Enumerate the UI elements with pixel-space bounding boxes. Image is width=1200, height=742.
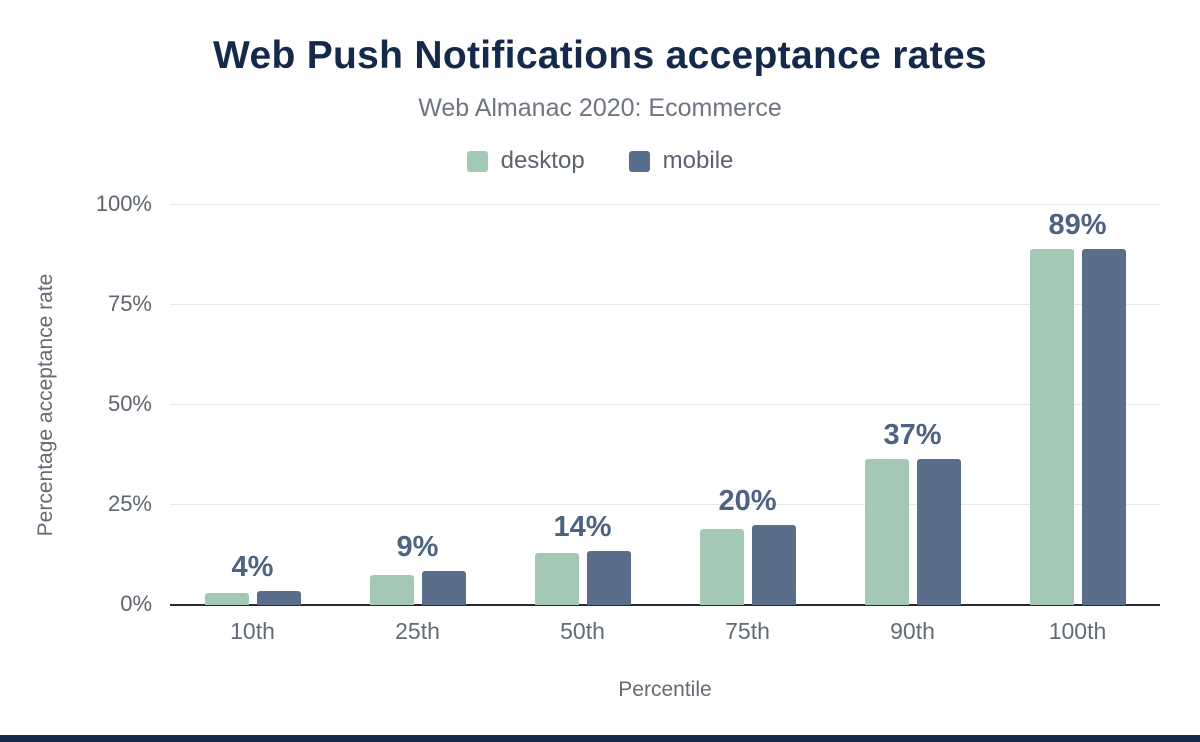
x-tick-label: 75th: [725, 618, 770, 644]
bar-pair: [369, 571, 466, 605]
x-axis-title: Percentile: [618, 678, 712, 701]
y-tick-label: 0%: [120, 591, 152, 616]
bar-desktop: [369, 575, 414, 605]
x-tick-label: 100th: [1048, 618, 1107, 644]
bar-group-10th: 4%: [170, 205, 335, 605]
legend-item-desktop[interactable]: desktop: [466, 147, 585, 175]
bar-pair: [864, 459, 961, 605]
legend-swatch-desktop: [466, 150, 488, 172]
bar-desktop: [1029, 249, 1074, 605]
y-axis-title: Percentage acceptance rate: [34, 273, 57, 537]
bar-mobile: [421, 571, 466, 605]
y-tick-label: 75%: [107, 291, 152, 316]
gridline: [170, 304, 1160, 305]
bar-group-25th: 9%: [335, 205, 500, 605]
bar-pair: [534, 551, 631, 605]
value-label: 14%: [553, 511, 612, 543]
bar-pair: [1029, 249, 1126, 605]
bar-mobile: [1081, 249, 1126, 605]
value-label: 37%: [883, 419, 942, 451]
value-label: 20%: [718, 485, 777, 517]
legend-label-desktop: desktop: [500, 147, 585, 174]
y-tick-label: 50%: [107, 391, 152, 416]
y-tick-label: 100%: [95, 191, 152, 216]
value-label: 89%: [1048, 209, 1107, 241]
bar-mobile: [586, 551, 631, 605]
bar-mobile: [751, 525, 796, 605]
x-axis-ticks: 10th 25th 50th 75th 90th 100th: [170, 618, 1160, 645]
gridline: [170, 204, 1160, 205]
bar-mobile: [256, 591, 301, 605]
x-tick-label: 50th: [560, 618, 605, 644]
bar-mobile: [916, 459, 961, 605]
bar-desktop: [534, 553, 579, 605]
bar-group-90th: 37%: [830, 205, 995, 605]
bar-columns: 4% 9% 14% 20% 37% 89%: [170, 205, 1160, 605]
chart-legend: desktop mobile: [0, 147, 1200, 175]
chart-title: Web Push Notifications acceptance rates: [213, 34, 987, 77]
bar-group-50th: 14%: [500, 205, 665, 605]
chart-subtitle: Web Almanac 2020: Ecommerce: [418, 94, 782, 122]
bar-group-75th: 20%: [665, 205, 830, 605]
bar-pair: [204, 591, 301, 605]
x-tick-label: 10th: [230, 618, 275, 644]
bar-desktop: [699, 529, 744, 605]
x-tick-label: 25th: [395, 618, 440, 644]
y-tick-label: 25%: [107, 491, 152, 516]
gridline: [170, 504, 1160, 505]
bar-desktop: [204, 593, 249, 605]
plot-area: 0% 25% 50% 75% 100% 4% 9% 14% 20% 37% 89%: [96, 191, 1160, 616]
x-axis-baseline: [170, 604, 1160, 606]
bar-group-100th: 89%: [995, 205, 1160, 605]
value-label: 4%: [231, 551, 274, 583]
legend-swatch-mobile: [628, 150, 650, 172]
value-label: 9%: [396, 531, 439, 563]
x-tick-label: 90th: [890, 618, 935, 644]
legend-item-mobile[interactable]: mobile: [628, 147, 734, 175]
bar-desktop: [864, 459, 909, 605]
gridline: [170, 404, 1160, 405]
legend-label-mobile: mobile: [662, 147, 734, 174]
bar-pair: [699, 525, 796, 605]
footer-bar: [0, 735, 1200, 742]
